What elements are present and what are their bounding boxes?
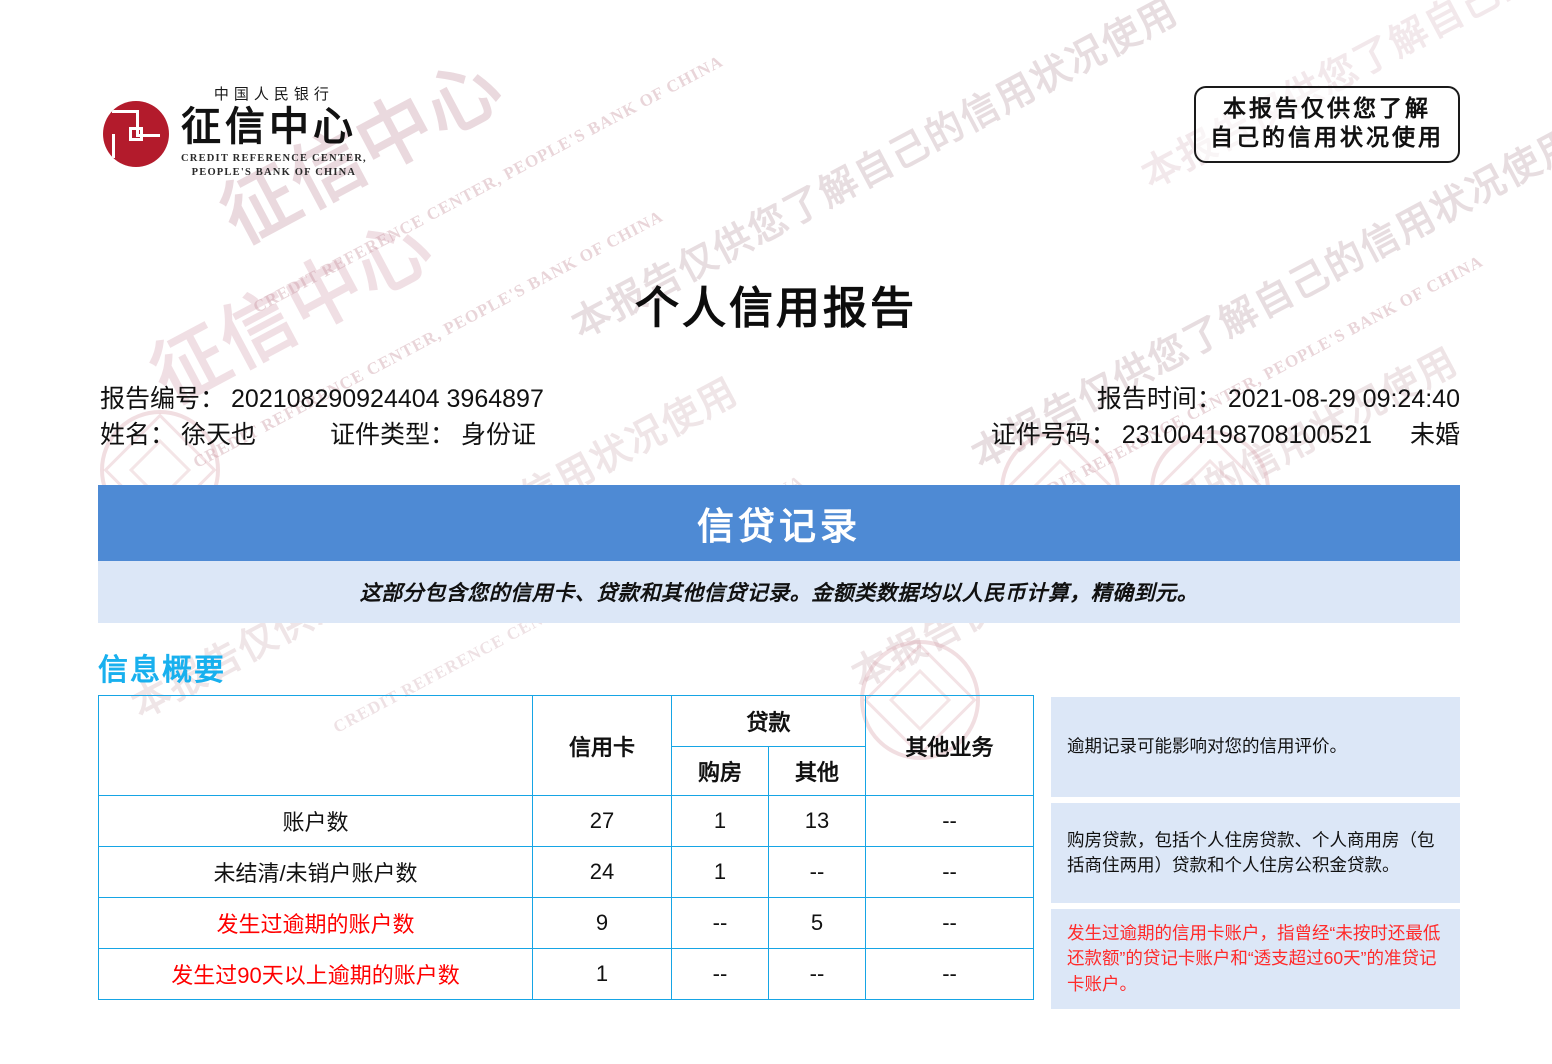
cell-other-business: --	[865, 897, 1035, 949]
cell-loan-other: --	[767, 948, 867, 1000]
row-label-overdue-90days-accounts: 发生过90天以上逾期的账户数	[98, 948, 533, 1000]
cell-loan-housing: --	[671, 948, 769, 1000]
summary-area: 信用卡 贷款 其他业务 购房 其他 账户数 27 1	[0, 695, 1552, 1009]
table-row: 未结清/未销户账户数 24 1 -- --	[98, 846, 1035, 898]
summary-table-wrap: 信用卡 贷款 其他业务 购房 其他 账户数 27 1	[98, 695, 1035, 1000]
report-number-label: 报告编号：	[100, 385, 226, 413]
report-time-group: 报告时间： 2021-08-29 09:24:40	[1097, 382, 1460, 418]
report-meta: 报告编号： 202108290924404 3964897 报告时间： 2021…	[0, 382, 1552, 453]
summary-table-body: 账户数 27 1 13 -- 未结清/未销户账户数 24 1 -- --	[98, 795, 1035, 1000]
note-box-housing-loan-definition: 购房贷款，包括个人住房贷款、个人商用房（包括商住两用）贷款和个人住房公积金贷款。	[1051, 803, 1460, 903]
cell-other-business: --	[865, 948, 1035, 1000]
meta-row-1: 报告编号： 202108290924404 3964897 报告时间： 2021…	[100, 382, 1460, 418]
summary-table-head: 信用卡 贷款 其他业务 购房 其他	[98, 695, 1035, 796]
row-label-overdue-accounts: 发生过逾期的账户数	[98, 897, 533, 949]
section-description-text: 这部分包含您的信用卡、贷款和其他信贷记录。金额类数据均以人民币计算，精确到元。	[359, 581, 1199, 605]
marital-status-value: 未婚	[1409, 420, 1460, 449]
cell-other-business: --	[865, 795, 1035, 847]
page-title: 个人信用报告	[635, 284, 917, 333]
report-time-value: 2021-08-29 09:24:40	[1227, 385, 1460, 413]
row-label-unsettled-accounts: 未结清/未销户账户数	[98, 846, 533, 898]
report-header: 中国人民银行 征信中心 CREDIT REFERENCE CENTER, PEO…	[0, 0, 1552, 190]
note-box-overdue-impact: 逾期记录可能影响对您的信用评价。	[1051, 697, 1460, 797]
section-banner-title: 信贷记录	[697, 507, 861, 548]
logo-top-line: 中国人民银行	[213, 87, 334, 103]
cell-loan-other: 13	[767, 795, 867, 847]
note-divider	[1051, 797, 1460, 803]
id-type-value: 身份证	[461, 420, 537, 449]
notice-stamp-line-1: 本报告仅供您了解	[1223, 96, 1431, 121]
header-credit-card: 信用卡	[532, 695, 672, 796]
note-text: 购房贷款，包括个人住房贷款、个人商用房（包括商住两用）贷款和个人住房公积金贷款。	[1067, 829, 1435, 875]
logo-main-title: 征信中心	[181, 104, 357, 149]
logo-en-line-2: PEOPLE'S BANK OF CHINA	[191, 167, 357, 179]
cell-loan-other: 5	[767, 897, 867, 949]
header-loan-other: 其他	[767, 746, 867, 796]
logo-text-block: 中国人民银行 征信中心 CREDIT REFERENCE CENTER, PEO…	[181, 88, 367, 180]
note-divider	[1051, 903, 1460, 909]
cell-other-business: --	[865, 846, 1035, 898]
table-row: 发生过90天以上逾期的账户数 1 -- -- --	[98, 948, 1035, 1000]
name-label: 姓名：	[100, 420, 176, 449]
cell-loan-housing: 1	[671, 795, 769, 847]
id-number-value: 231004198708100521	[1121, 420, 1372, 449]
table-row: 发生过逾期的账户数 9 -- 5 --	[98, 897, 1035, 949]
summary-table: 信用卡 贷款 其他业务 购房 其他 账户数 27 1	[98, 695, 1035, 1000]
note-text: 逾期记录可能影响对您的信用评价。	[1067, 736, 1347, 757]
meta-row-2: 姓名： 徐天也 证件类型： 身份证 证件号码： 2310041987081005…	[100, 418, 1460, 454]
notice-stamp-line-2: 自己的信用状况使用	[1210, 125, 1444, 151]
cell-loan-housing: 1	[671, 846, 769, 898]
identity-right-group: 证件号码： 231004198708100521 未婚	[991, 418, 1460, 454]
cell-loan-housing: --	[671, 897, 769, 949]
note-text: 发生过逾期的信用卡账户，指曾经“未按时还最低还款额”的贷记卡账户和“透支超过60…	[1067, 922, 1441, 994]
id-type-label: 证件类型：	[330, 420, 456, 449]
report-time-label: 报告时间：	[1096, 385, 1222, 413]
id-number-label: 证件号码：	[990, 420, 1116, 449]
notice-stamp: 本报告仅供您了解 自己的信用状况使用	[1194, 86, 1460, 163]
cell-credit-card: 9	[532, 897, 672, 949]
table-row: 账户数 27 1 13 --	[98, 795, 1035, 847]
cell-credit-card: 1	[532, 948, 672, 1000]
note-box-overdue-card-definition: 发生过逾期的信用卡账户，指曾经“未按时还最低还款额”的贷记卡账户和“透支超过60…	[1051, 909, 1460, 1009]
section-banner: 信贷记录	[98, 485, 1460, 561]
summary-corner-cell	[98, 695, 533, 796]
section-description-bar: 这部分包含您的信用卡、贷款和其他信贷记录。金额类数据均以人民币计算，精确到元。	[98, 561, 1460, 623]
row-label-account-count: 账户数	[98, 795, 533, 847]
header-loan-housing: 购房	[671, 746, 769, 796]
identity-left-group: 姓名： 徐天也 证件类型： 身份证	[100, 418, 536, 454]
logo-en-line-1: CREDIT REFERENCE CENTER,	[181, 153, 367, 164]
cell-credit-card: 27	[532, 795, 672, 847]
cell-credit-card: 24	[532, 846, 672, 898]
cell-loan-other: --	[767, 846, 867, 898]
summary-header-row-top: 信用卡 贷款 其他业务	[98, 695, 1035, 796]
summary-heading: 信息概要	[98, 654, 226, 687]
logo-en-text: CREDIT REFERENCE CENTER, PEOPLE'S BANK O…	[181, 152, 367, 180]
notes-column: 逾期记录可能影响对您的信用评价。 购房贷款，包括个人住房贷款、个人商用房（包括商…	[1051, 695, 1460, 1009]
header-loan: 贷款	[670, 695, 867, 747]
pboc-seal-icon	[103, 101, 169, 168]
report-number-group: 报告编号： 202108290924404 3964897	[100, 382, 544, 418]
report-number-value: 202108290924404 3964897	[231, 385, 544, 413]
header-other-business: 其他业务	[865, 695, 1035, 796]
pboc-credit-center-logo: 中国人民银行 征信中心 CREDIT REFERENCE CENTER, PEO…	[103, 88, 367, 180]
name-value: 徐天也	[181, 420, 257, 449]
